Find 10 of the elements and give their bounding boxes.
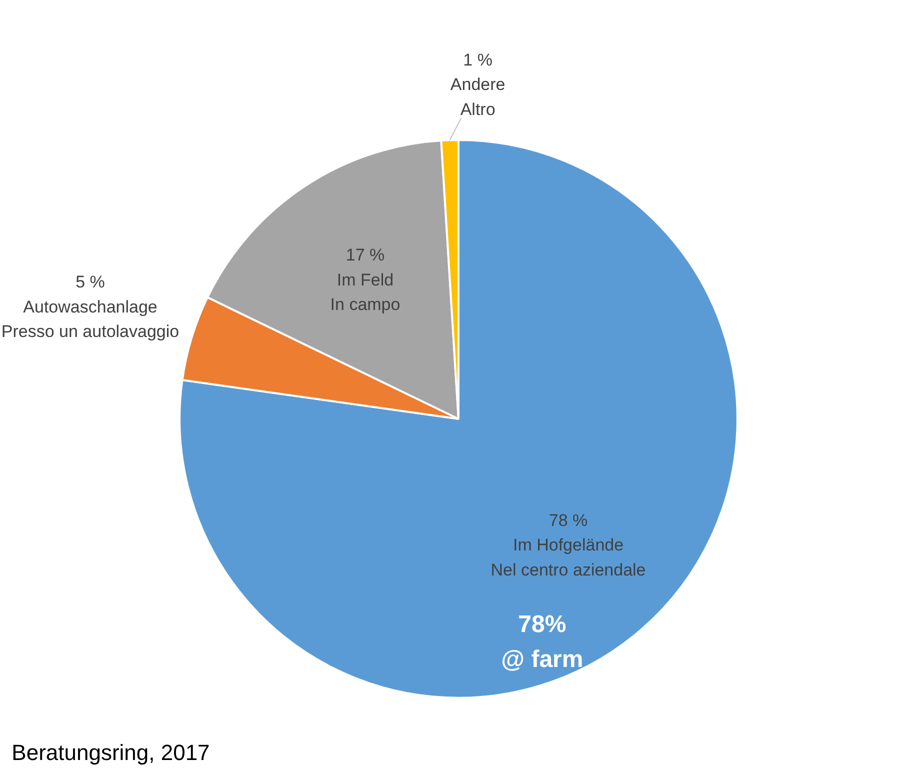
slice-label: Andere Altro	[450, 75, 506, 119]
slice-label: Im Hofgelände Nel centro aziendale	[490, 536, 646, 580]
slice-label: Im Feld In campo	[330, 270, 400, 314]
data-label: 17 %	[346, 246, 385, 265]
slice-label: Autowaschanlage Presso un autolavaggio	[1, 297, 180, 341]
text: 78% @ farm	[501, 610, 584, 674]
text: Beratungsring, 2017	[12, 740, 210, 765]
data-label: 78 %	[548, 511, 588, 530]
data-label: 1 %	[463, 50, 492, 70]
data-label: 5 %	[76, 272, 105, 292]
